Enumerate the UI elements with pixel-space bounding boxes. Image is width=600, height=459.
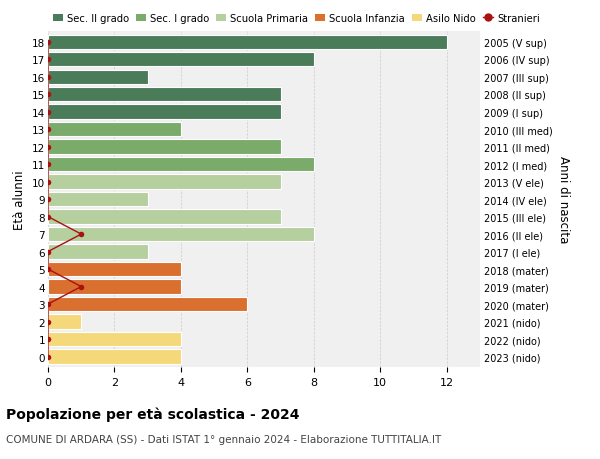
- Legend: Sec. II grado, Sec. I grado, Scuola Primaria, Scuola Infanzia, Asilo Nido, Stran: Sec. II grado, Sec. I grado, Scuola Prim…: [53, 14, 539, 24]
- Bar: [48, 262, 181, 277]
- Bar: [48, 280, 181, 294]
- Point: [43, 39, 53, 46]
- Point: [43, 266, 53, 273]
- Point: [43, 353, 53, 360]
- Point: [76, 231, 86, 238]
- Bar: [48, 88, 281, 102]
- Bar: [48, 332, 181, 347]
- Text: COMUNE DI ARDARA (SS) - Dati ISTAT 1° gennaio 2024 - Elaborazione TUTTITALIA.IT: COMUNE DI ARDARA (SS) - Dati ISTAT 1° ge…: [6, 434, 441, 444]
- Point: [43, 144, 53, 151]
- Point: [43, 74, 53, 81]
- Point: [43, 109, 53, 116]
- Point: [43, 179, 53, 186]
- Bar: [48, 227, 314, 242]
- Bar: [48, 297, 247, 312]
- Point: [43, 161, 53, 168]
- Bar: [48, 210, 281, 224]
- Point: [76, 283, 86, 291]
- Bar: [48, 35, 447, 50]
- Bar: [48, 105, 281, 119]
- Bar: [48, 192, 148, 207]
- Point: [43, 213, 53, 221]
- Y-axis label: Età alunni: Età alunni: [13, 170, 26, 230]
- Bar: [48, 350, 181, 364]
- Point: [43, 196, 53, 203]
- Bar: [48, 175, 281, 190]
- Bar: [48, 140, 281, 155]
- Bar: [48, 70, 148, 84]
- Bar: [48, 53, 314, 67]
- Point: [43, 336, 53, 343]
- Point: [43, 91, 53, 99]
- Point: [43, 56, 53, 64]
- Point: [43, 318, 53, 325]
- Bar: [48, 157, 314, 172]
- Point: [43, 248, 53, 256]
- Bar: [48, 245, 148, 259]
- Point: [43, 126, 53, 134]
- Text: Popolazione per età scolastica - 2024: Popolazione per età scolastica - 2024: [6, 406, 299, 421]
- Point: [43, 301, 53, 308]
- Y-axis label: Anni di nascita: Anni di nascita: [557, 156, 569, 243]
- Bar: [48, 123, 181, 137]
- Bar: [48, 315, 81, 329]
